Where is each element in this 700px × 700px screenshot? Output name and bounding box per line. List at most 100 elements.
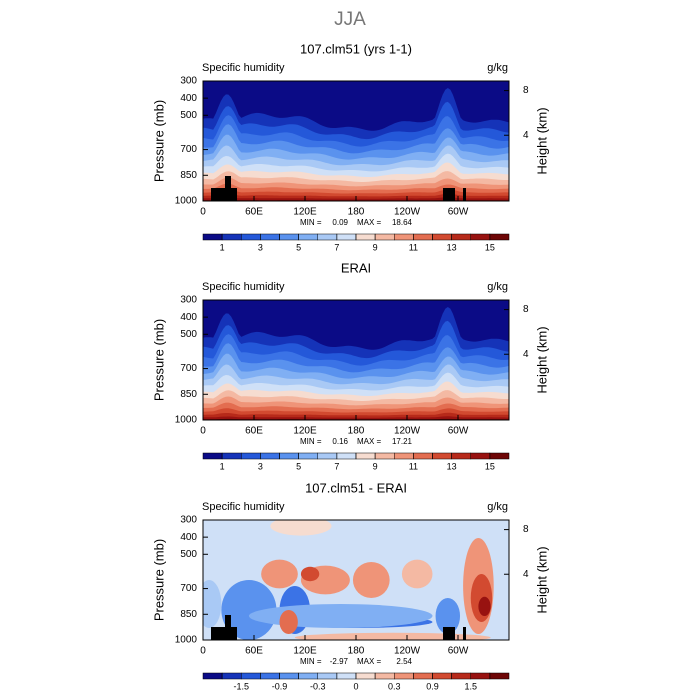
y-axis-label: Pressure (mb): [151, 319, 166, 401]
colorbar-label: 7: [334, 461, 339, 471]
min-value: 0.16: [332, 437, 348, 446]
contour-fill: [300, 566, 320, 582]
colorbar-box: [374, 672, 395, 680]
colorbar-box: [260, 452, 280, 460]
contour-fill: [261, 559, 298, 589]
colorbar-label: 3: [258, 461, 263, 471]
y-tick-label: 400: [180, 312, 197, 323]
max-value: 17.21: [392, 437, 413, 446]
y-tick-label: 700: [180, 583, 197, 594]
terrain: [443, 627, 455, 640]
colorbar-box: [374, 233, 395, 241]
y-tick-label: 850: [180, 609, 197, 620]
y-axis-label: Pressure (mb): [151, 539, 166, 621]
colorbar-box: [432, 672, 452, 680]
y-tick-label: 400: [180, 93, 197, 104]
y-tick-label: 1000: [175, 415, 198, 426]
colorbar-box: [241, 452, 261, 460]
min-value: 0.09: [332, 218, 348, 227]
colorbar-label: -1.5: [233, 681, 249, 691]
panel-title: ERAI: [341, 260, 371, 275]
min-label: MIN =: [300, 437, 322, 446]
colorbar-label: 9: [373, 461, 378, 471]
x-tick-label: 60W: [448, 207, 469, 218]
x-tick-label: 0: [200, 426, 206, 437]
y2-axis-label: Height (km): [534, 546, 549, 613]
colorbar-box: [489, 233, 510, 241]
max-label: MAX =: [357, 437, 382, 446]
contour-fill: [294, 632, 491, 640]
y-tick-label: 300: [180, 295, 197, 306]
colorbar-box: [432, 233, 452, 241]
panel-title: 107.clm51 (yrs 1-1): [300, 41, 412, 56]
terrain: [211, 188, 237, 201]
colorbar-label: 1: [220, 461, 225, 471]
max-value: 18.64: [392, 218, 413, 227]
panel-title: 107.clm51 - ERAI: [305, 480, 407, 495]
colorbar-box: [489, 452, 510, 460]
y-tick-label: 1000: [175, 196, 198, 207]
colorbar-box: [413, 233, 433, 241]
colorbar-box: [394, 672, 414, 680]
colorbar-box: [355, 452, 376, 460]
colorbar-box: [221, 672, 242, 680]
colorbar-label: 7: [334, 242, 339, 252]
terrain: [443, 188, 455, 201]
y-tick-label: 500: [180, 549, 197, 560]
max-label: MAX =: [357, 218, 382, 227]
min-label: MIN =: [300, 657, 322, 666]
colorbar-box: [221, 233, 242, 241]
left-label: Specific humidity: [202, 281, 285, 293]
contour-fill: [221, 580, 277, 640]
colorbar-box: [413, 452, 433, 460]
y2-tick-label: 4: [523, 569, 529, 580]
max-value: 2.54: [396, 657, 412, 666]
colorbar-box: [202, 233, 223, 241]
x-tick-label: 120W: [394, 426, 421, 437]
y-tick-label: 300: [180, 76, 197, 87]
colorbar-box: [241, 233, 261, 241]
colorbar-box: [202, 452, 223, 460]
colorbar-label: -0.3: [310, 681, 326, 691]
colorbar-box: [394, 452, 414, 460]
contour-fill: [478, 596, 491, 617]
contour-fill: [248, 604, 433, 628]
colorbar-box: [298, 233, 318, 241]
right-label: g/kg: [487, 62, 508, 74]
max-label: MAX =: [357, 657, 382, 666]
y-tick-label: 400: [180, 532, 197, 543]
y2-tick-label: 4: [523, 130, 529, 141]
x-tick-label: 120E: [293, 426, 317, 437]
x-tick-label: 60W: [448, 426, 469, 437]
x-tick-label: 60E: [245, 207, 263, 218]
colorbar-box: [279, 233, 299, 241]
colorbar-label: 0: [353, 681, 358, 691]
colorbar-box: [336, 672, 357, 680]
contour-fill: [279, 610, 298, 634]
colorbar-box: [470, 233, 491, 241]
colorbar-box: [260, 233, 280, 241]
colorbar-box: [413, 672, 433, 680]
panel: 107.clm51 (yrs 1-1) Specific humidity g/kg…: [151, 41, 549, 252]
colorbar-box: [355, 233, 376, 241]
y-tick-label: 500: [180, 110, 197, 121]
colorbar-box: [221, 452, 242, 460]
colorbar-box: [394, 233, 414, 241]
colorbar-box: [241, 672, 261, 680]
colorbar-label: 13: [447, 242, 457, 252]
colorbar-box: [336, 233, 357, 241]
terrain: [463, 627, 466, 640]
colorbar-box: [451, 233, 471, 241]
min-value: -2.97: [330, 657, 349, 666]
colorbar-label: 9: [373, 242, 378, 252]
y2-axis-label: Height (km): [534, 326, 549, 393]
x-tick-label: 60E: [245, 426, 263, 437]
terrain: [225, 615, 231, 640]
colorbar-box: [298, 452, 318, 460]
contour-fill: [470, 574, 493, 622]
y-tick-label: 850: [180, 170, 197, 181]
y2-tick-label: 8: [523, 85, 529, 96]
contour-fill: [203, 580, 222, 628]
colorbar-box: [374, 452, 395, 460]
